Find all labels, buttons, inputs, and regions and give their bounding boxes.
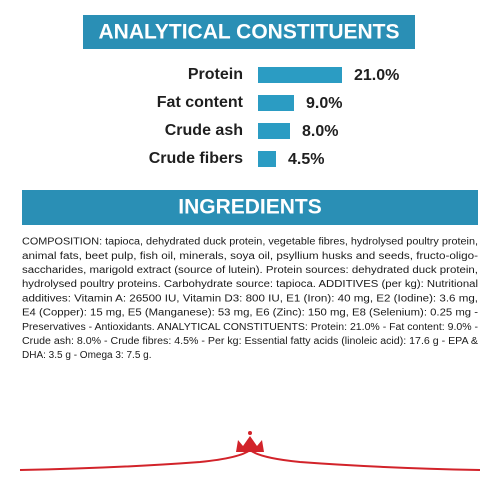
category-label: Crude ash <box>165 122 243 139</box>
ingredients-line: DHA: 3.5 g - Omega 3: 7.5 g. <box>22 350 152 361</box>
category-label: Fat content <box>157 94 244 111</box>
ingredients-line: saccharides, marigold extract (source of… <box>22 265 478 276</box>
ingredients-line: Preservatives - Antioxidants. ANALYTICAL… <box>22 322 478 333</box>
ingredients-line: Crude ash: 8.0% - Crude fibres: 4.5% - P… <box>22 336 478 347</box>
value-label: 4.5% <box>288 151 324 168</box>
ingredients-line: hydrolysed poultry proteins. Carbohydrat… <box>22 279 478 290</box>
value-label: 21.0% <box>354 67 399 84</box>
header-title: ANALYTICAL CONSTITUENTS <box>98 21 399 44</box>
category-label: Crude fibers <box>149 150 243 167</box>
value-label: 9.0% <box>306 95 342 112</box>
header-banner <box>83 15 415 49</box>
bar <box>258 123 290 139</box>
brand-footer <box>19 431 481 471</box>
footer-wave <box>19 448 481 471</box>
category-label: Protein <box>188 66 243 83</box>
ingredients-line: additives: Vitamin A: 26500 IU, Vitamin … <box>22 293 478 304</box>
bar <box>258 67 342 83</box>
value-label: 8.0% <box>302 123 338 140</box>
ingredients-banner <box>22 190 478 225</box>
bar <box>258 95 294 111</box>
crown-logo <box>236 436 264 452</box>
ingredients-line: animal fats, beet pulp, fish oil, minera… <box>22 251 478 262</box>
crown-jewel <box>248 431 252 435</box>
bar <box>258 151 276 167</box>
ingredients-title: INGREDIENTS <box>178 196 322 219</box>
ingredients-line: E4 (Copper): 15 mg, E5 (Manganese): 53 m… <box>22 308 478 319</box>
ingredients-line: COMPOSITION: tapioca, dehydrated duck pr… <box>22 237 478 248</box>
